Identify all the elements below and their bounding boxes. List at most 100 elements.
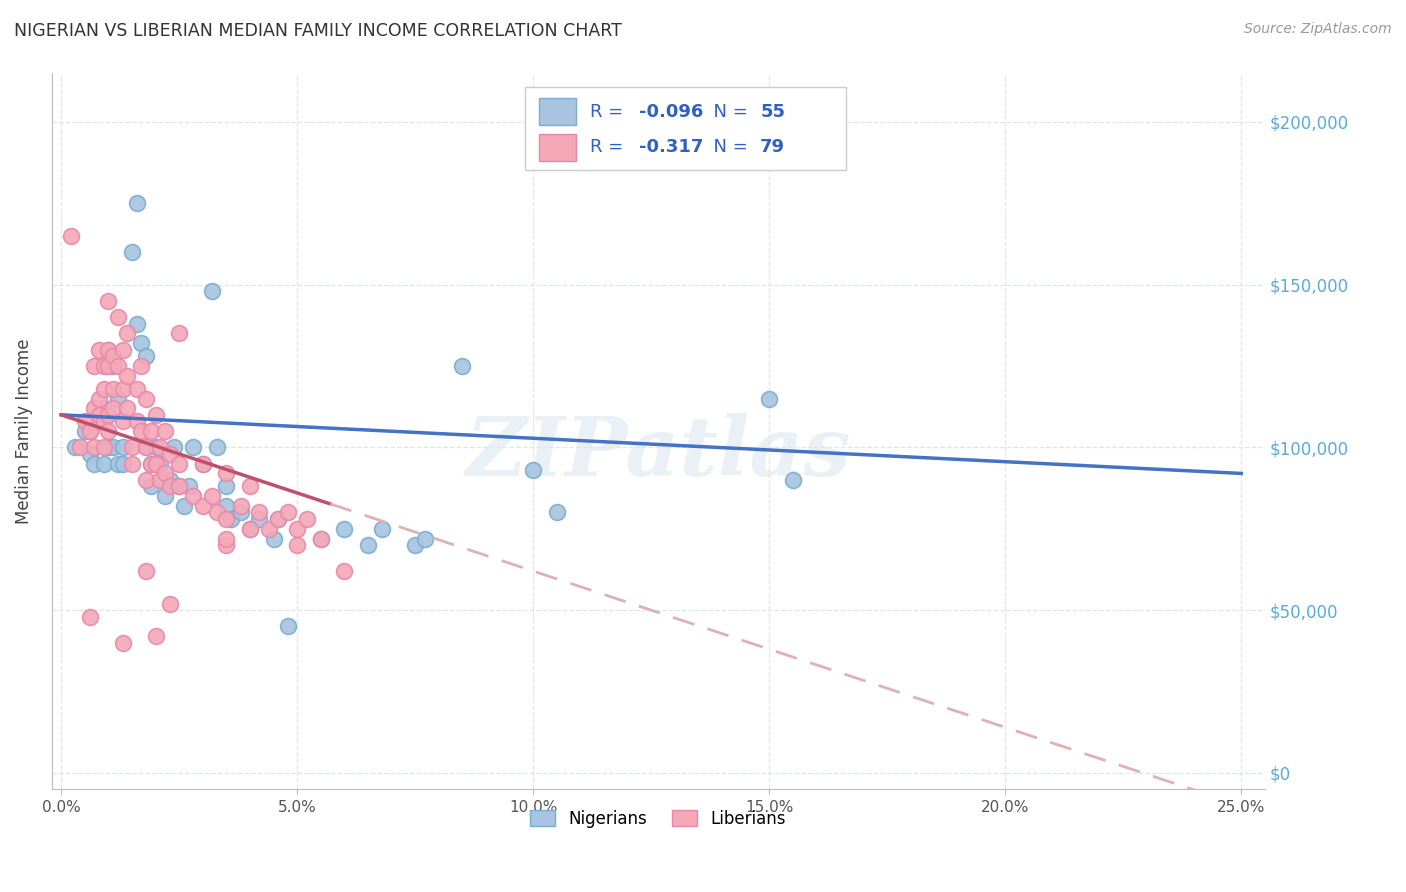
Point — [125, 382, 148, 396]
Point — [404, 538, 426, 552]
Point — [83, 359, 105, 373]
Point — [117, 401, 139, 416]
Point — [59, 228, 82, 243]
Point — [145, 441, 167, 455]
Point — [93, 382, 115, 396]
Point — [215, 512, 238, 526]
Point — [131, 336, 153, 351]
Point — [117, 368, 139, 383]
Point — [83, 457, 105, 471]
Point — [167, 457, 190, 471]
Point — [131, 359, 153, 373]
Text: N =: N = — [702, 138, 754, 156]
Point — [159, 473, 181, 487]
Point — [309, 532, 332, 546]
Point — [97, 441, 120, 455]
Point — [215, 467, 238, 481]
Point — [167, 326, 190, 341]
Point — [215, 532, 238, 546]
Point — [139, 457, 162, 471]
Point — [135, 473, 157, 487]
Point — [101, 349, 124, 363]
Point — [215, 479, 238, 493]
Point — [117, 326, 139, 341]
Point — [257, 522, 280, 536]
FancyBboxPatch shape — [524, 87, 846, 169]
Point — [333, 522, 356, 536]
Point — [111, 636, 134, 650]
Point — [135, 564, 157, 578]
Point — [107, 457, 129, 471]
Point — [215, 499, 238, 513]
Point — [159, 447, 181, 461]
Point — [153, 424, 176, 438]
Point — [249, 506, 271, 520]
Point — [111, 343, 134, 357]
Point — [159, 479, 181, 493]
Point — [149, 457, 172, 471]
Point — [139, 424, 162, 438]
Point — [371, 522, 394, 536]
Point — [163, 441, 186, 455]
Point — [101, 401, 124, 416]
Point — [215, 538, 238, 552]
Point — [285, 522, 308, 536]
Point — [413, 532, 436, 546]
Point — [205, 441, 228, 455]
Legend: Nigerians, Liberians: Nigerians, Liberians — [523, 804, 793, 835]
Point — [83, 441, 105, 455]
Point — [101, 359, 124, 373]
Point — [125, 414, 148, 428]
Text: 55: 55 — [761, 103, 785, 120]
Point — [201, 489, 224, 503]
Point — [131, 424, 153, 438]
Point — [93, 441, 115, 455]
Point — [149, 473, 172, 487]
Point — [69, 441, 91, 455]
Point — [191, 457, 214, 471]
Point — [239, 479, 262, 493]
Text: NIGERIAN VS LIBERIAN MEDIAN FAMILY INCOME CORRELATION CHART: NIGERIAN VS LIBERIAN MEDIAN FAMILY INCOM… — [14, 22, 621, 40]
Point — [546, 506, 568, 520]
Point — [145, 408, 167, 422]
Point — [111, 414, 134, 428]
Point — [107, 310, 129, 325]
Point — [267, 512, 290, 526]
Text: ZIPatlas: ZIPatlas — [465, 413, 851, 492]
Point — [205, 506, 228, 520]
Point — [121, 457, 143, 471]
Point — [111, 457, 134, 471]
Text: R =: R = — [591, 138, 630, 156]
Point — [97, 424, 120, 438]
Point — [149, 441, 172, 455]
Point — [309, 532, 332, 546]
Point — [79, 424, 101, 438]
Point — [135, 441, 157, 455]
Y-axis label: Median Family Income: Median Family Income — [15, 338, 32, 524]
Point — [93, 457, 115, 471]
Text: -0.317: -0.317 — [638, 138, 703, 156]
Point — [153, 489, 176, 503]
Point — [159, 597, 181, 611]
Point — [201, 284, 224, 298]
Point — [295, 512, 318, 526]
Point — [97, 343, 120, 357]
Point — [93, 414, 115, 428]
Point — [87, 408, 110, 422]
Point — [135, 392, 157, 406]
Point — [111, 382, 134, 396]
Point — [135, 349, 157, 363]
Point — [229, 506, 252, 520]
Point — [219, 512, 242, 526]
Point — [173, 499, 195, 513]
Point — [183, 441, 205, 455]
Point — [101, 382, 124, 396]
Point — [229, 499, 252, 513]
Point — [522, 463, 544, 477]
Point — [267, 512, 290, 526]
Text: Source: ZipAtlas.com: Source: ZipAtlas.com — [1244, 22, 1392, 37]
Point — [191, 499, 214, 513]
Point — [277, 506, 299, 520]
Point — [758, 392, 780, 406]
Point — [167, 479, 190, 493]
